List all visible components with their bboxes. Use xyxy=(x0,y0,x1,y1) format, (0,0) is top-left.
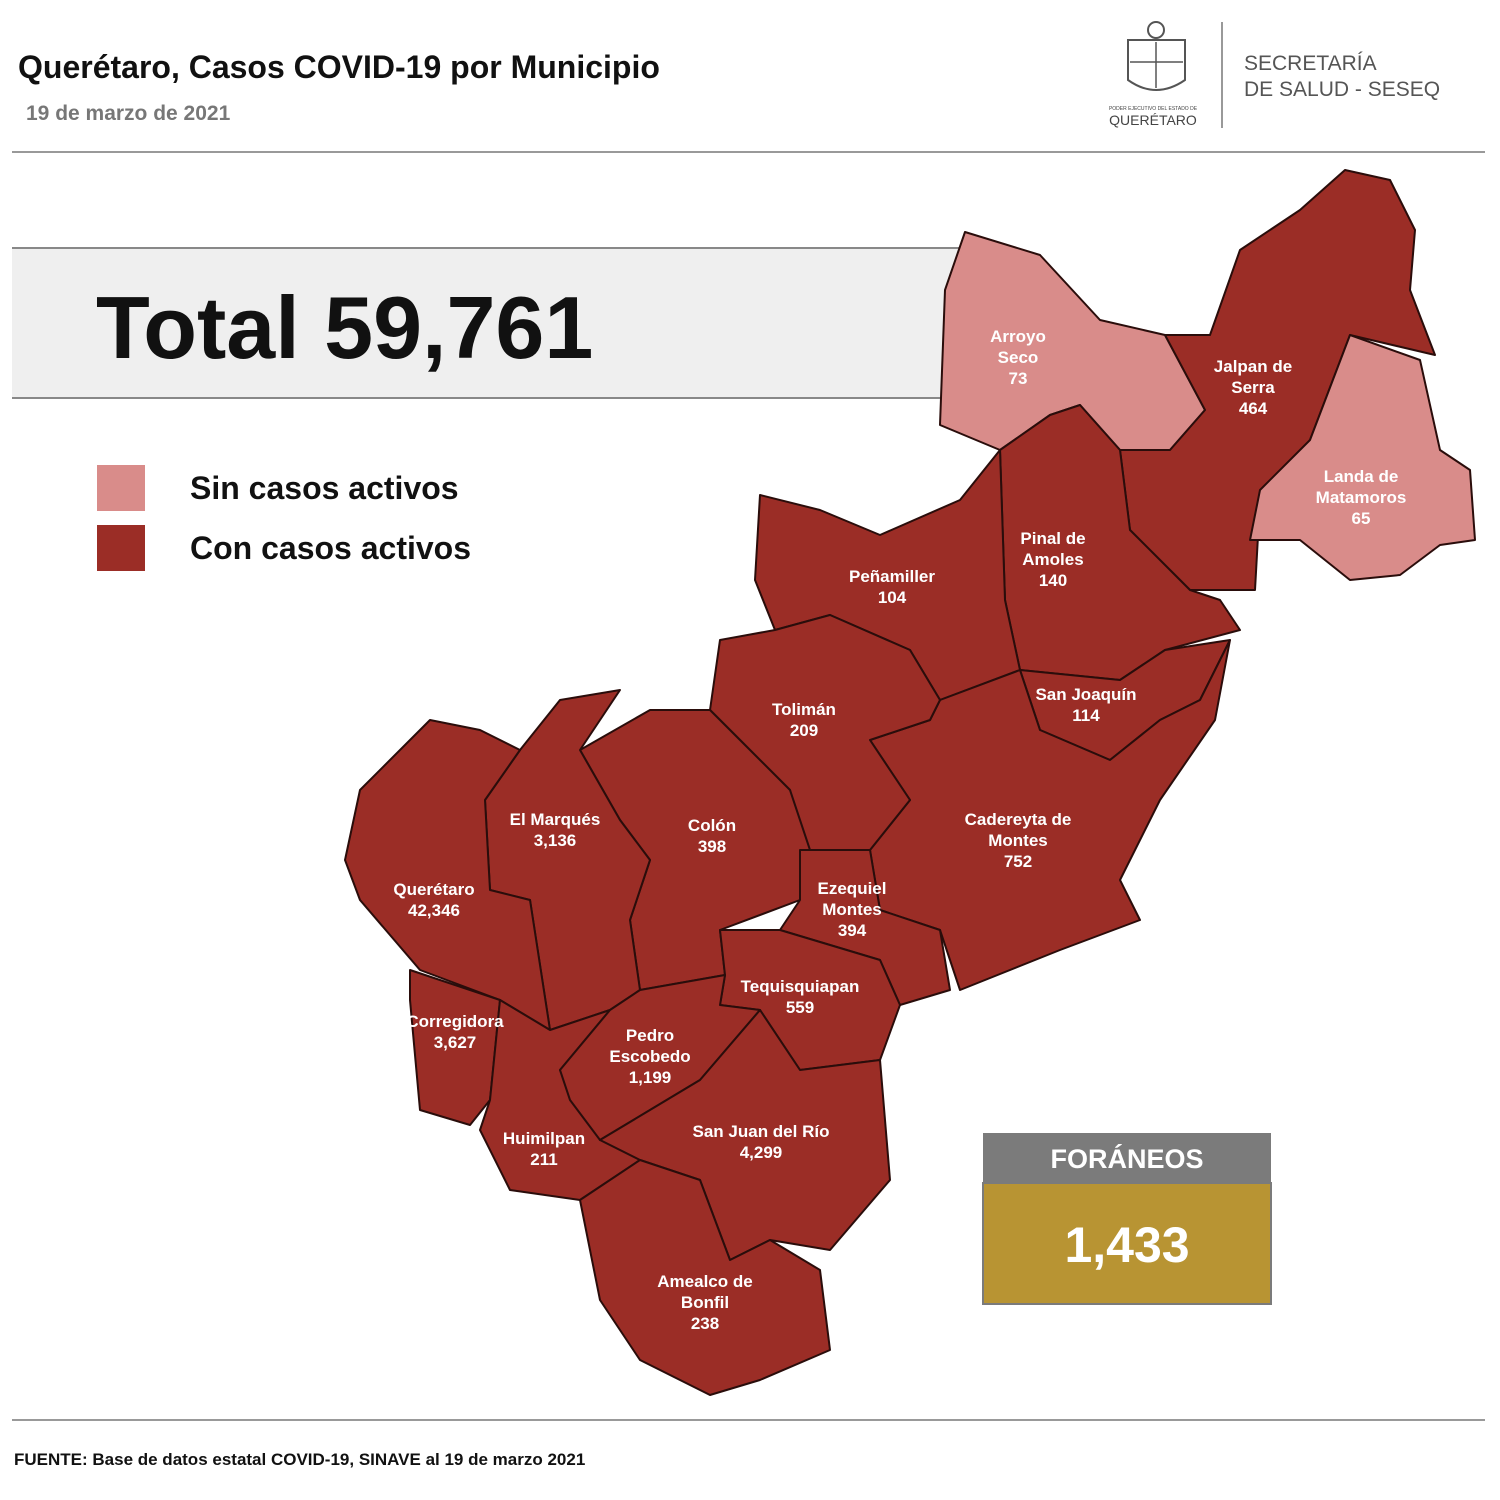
municipality-cases: 209 xyxy=(790,721,818,740)
municipality-name: Pedro xyxy=(626,1026,674,1045)
legend-swatch xyxy=(97,465,145,511)
municipality-cases: 3,136 xyxy=(534,831,577,850)
agency-line: SECRETARÍA xyxy=(1244,52,1377,75)
municipality-name: Arroyo xyxy=(990,327,1046,346)
municipality-cases: 42,346 xyxy=(408,901,460,920)
municipality-cases: 114 xyxy=(1072,706,1100,725)
legend-label: Con casos activos xyxy=(190,530,471,566)
title: Querétaro, Casos COVID-19 por Municipio xyxy=(18,49,660,85)
agency-line: DE SALUD - SESEQ xyxy=(1244,78,1440,101)
municipality-cases: 398 xyxy=(698,837,726,856)
municipality-name: Amealco de xyxy=(657,1272,752,1291)
municipality-name: San Joaquín xyxy=(1035,685,1136,704)
municipality-name: Montes xyxy=(988,831,1048,850)
municipality-cases: 211 xyxy=(530,1150,557,1169)
municipality-cases: 73 xyxy=(1009,369,1028,388)
logo-small: PODER EJECUTIVO DEL ESTADO DE xyxy=(1109,106,1198,112)
municipality-cases: 559 xyxy=(786,998,814,1017)
municipality-name: El Marqués xyxy=(510,810,601,829)
municipality-cases: 65 xyxy=(1352,509,1371,528)
total-band xyxy=(12,248,1012,398)
foraneos-value: 1,433 xyxy=(1064,1217,1189,1273)
map: Arroyo Seco 73 Jalpan de Serra 464 Landa de Mat… xyxy=(344,169,1476,1396)
municipality-cases: 752 xyxy=(1004,852,1032,871)
municipality-cases: 4,299 xyxy=(740,1143,783,1162)
municipality-name: Amoles xyxy=(1022,550,1083,569)
municipality-name: Bonfil xyxy=(681,1293,729,1312)
municipality xyxy=(1249,334,1476,581)
municipality-name: Peñamiller xyxy=(849,567,935,586)
foraneos-body xyxy=(982,1182,1272,1305)
source: FUENTE: Base de datos estatal COVID-19, … xyxy=(14,1450,585,1469)
foraneos-box: FORÁNEOS 1,433 xyxy=(982,1133,1272,1305)
coat-of-arms-top xyxy=(1147,21,1165,39)
municipality-cases: 104 xyxy=(878,588,907,607)
municipality-name: Pinal de xyxy=(1020,529,1085,548)
municipality-cases: 3,627 xyxy=(434,1033,477,1052)
municipality-name: Tolimán xyxy=(772,700,836,719)
municipality-name: Cadereyta de xyxy=(965,810,1072,829)
municipality-name: Ezequiel xyxy=(818,879,887,898)
municipality-name: Huimilpan xyxy=(503,1129,585,1148)
foraneos-title: FORÁNEOS xyxy=(1050,1143,1203,1174)
municipality-cases: 394 xyxy=(838,921,867,940)
municipality-name: Escobedo xyxy=(609,1047,690,1066)
municipality-name: Matamoros xyxy=(1316,488,1407,507)
municipality-name: Jalpan de xyxy=(1214,357,1292,376)
municipality-name: Querétaro xyxy=(393,880,474,899)
total: Total 59,761 xyxy=(96,278,593,377)
municipality-name: Montes xyxy=(822,900,882,919)
legend: Sin casos activos Con casos activos xyxy=(97,465,471,571)
logo-name: QUERÉTARO xyxy=(1109,112,1197,128)
foraneos-header xyxy=(983,1133,1271,1183)
municipality-name: Corregidora xyxy=(406,1012,504,1031)
municipality-name: Seco xyxy=(998,348,1039,367)
logo: PODER EJECUTIVO DEL ESTADO DE QUERÉTARO … xyxy=(1109,21,1440,128)
municipality-name: Colón xyxy=(688,816,736,835)
municipality-name: Tequisquiapan xyxy=(741,977,860,996)
municipality-cases: 140 xyxy=(1039,571,1067,590)
municipality xyxy=(579,1159,831,1396)
municipality-name: San Juan del Río xyxy=(693,1122,830,1141)
municipality xyxy=(344,719,551,1031)
municipality-cases: 1,199 xyxy=(629,1068,672,1087)
legend-swatch xyxy=(97,525,145,571)
municipality-cases: 238 xyxy=(691,1314,719,1333)
municipality-name: Landa de xyxy=(1324,467,1399,486)
legend-label: Sin casos activos xyxy=(190,470,459,506)
municipality-name: Serra xyxy=(1231,378,1275,397)
date: 19 de marzo de 2021 xyxy=(26,102,231,125)
municipality-cases: 464 xyxy=(1239,399,1268,418)
coat-of-arms xyxy=(1127,39,1186,91)
